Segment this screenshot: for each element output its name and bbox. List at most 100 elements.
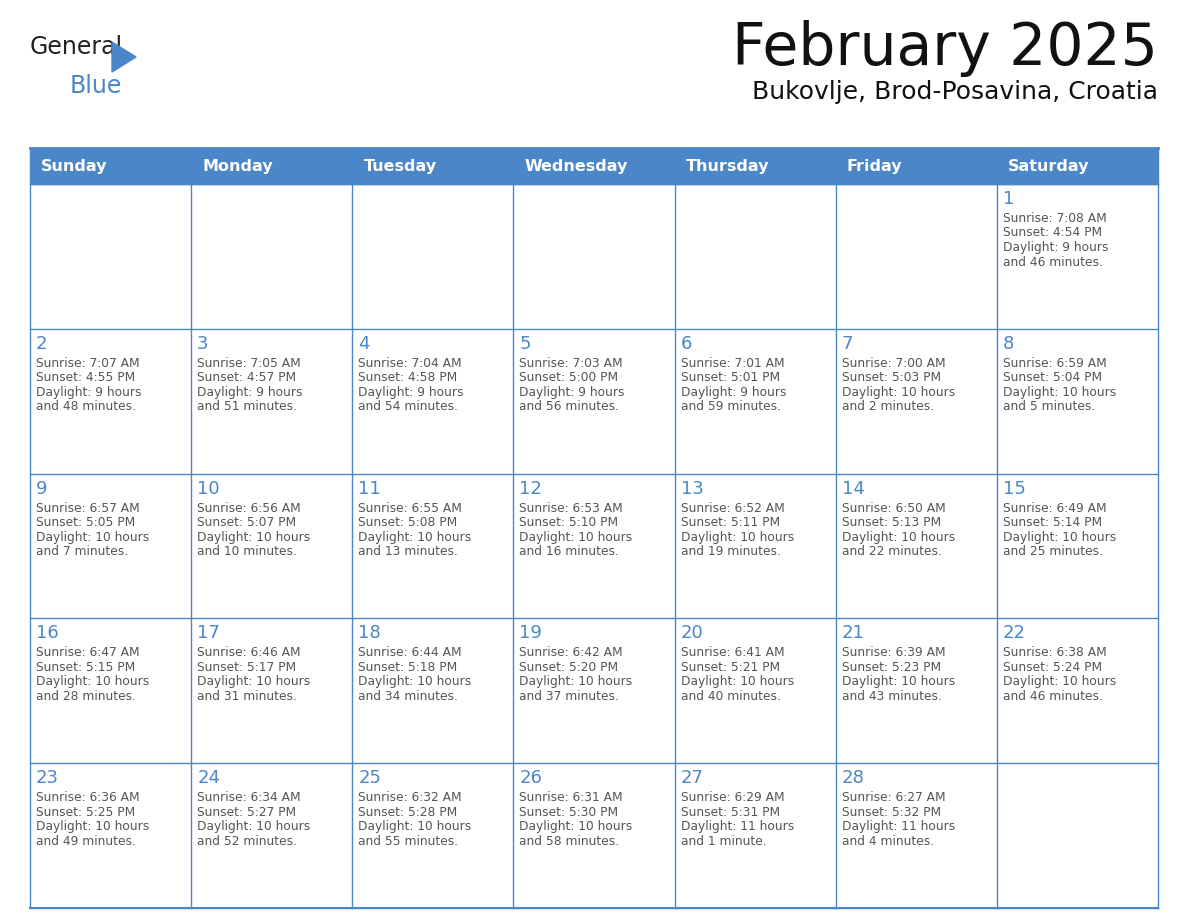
- Text: and 13 minutes.: and 13 minutes.: [359, 545, 459, 558]
- Text: and 22 minutes.: and 22 minutes.: [842, 545, 942, 558]
- Text: 22: 22: [1003, 624, 1026, 643]
- Text: Sunset: 5:01 PM: Sunset: 5:01 PM: [681, 371, 779, 385]
- Text: 12: 12: [519, 479, 542, 498]
- Text: Daylight: 10 hours: Daylight: 10 hours: [36, 820, 150, 834]
- Text: Daylight: 10 hours: Daylight: 10 hours: [519, 531, 633, 543]
- Text: and 46 minutes.: and 46 minutes.: [1003, 255, 1102, 268]
- Text: Sunrise: 7:00 AM: Sunrise: 7:00 AM: [842, 357, 946, 370]
- Text: Blue: Blue: [70, 74, 122, 98]
- Text: Sunset: 4:57 PM: Sunset: 4:57 PM: [197, 371, 296, 385]
- Text: Daylight: 9 hours: Daylight: 9 hours: [359, 386, 463, 398]
- Text: and 40 minutes.: and 40 minutes.: [681, 690, 781, 703]
- Text: Thursday: Thursday: [685, 159, 770, 174]
- Text: and 1 minute.: and 1 minute.: [681, 834, 766, 847]
- Text: Tuesday: Tuesday: [364, 159, 437, 174]
- Text: 19: 19: [519, 624, 542, 643]
- Text: Daylight: 11 hours: Daylight: 11 hours: [681, 820, 794, 834]
- Text: 27: 27: [681, 769, 703, 788]
- Text: and 46 minutes.: and 46 minutes.: [1003, 690, 1102, 703]
- Text: 1: 1: [1003, 190, 1015, 208]
- Text: and 56 minutes.: and 56 minutes.: [519, 400, 619, 413]
- Text: Daylight: 10 hours: Daylight: 10 hours: [519, 676, 633, 688]
- Text: Sunrise: 6:42 AM: Sunrise: 6:42 AM: [519, 646, 623, 659]
- Text: Sunrise: 6:31 AM: Sunrise: 6:31 AM: [519, 791, 623, 804]
- Text: Daylight: 10 hours: Daylight: 10 hours: [519, 820, 633, 834]
- Text: and 59 minutes.: and 59 minutes.: [681, 400, 781, 413]
- Text: Sunrise: 6:47 AM: Sunrise: 6:47 AM: [36, 646, 140, 659]
- Text: Sunset: 5:18 PM: Sunset: 5:18 PM: [359, 661, 457, 674]
- Text: Sunset: 5:14 PM: Sunset: 5:14 PM: [1003, 516, 1102, 529]
- Text: 14: 14: [842, 479, 865, 498]
- Text: Sunset: 5:11 PM: Sunset: 5:11 PM: [681, 516, 779, 529]
- Text: Monday: Monday: [202, 159, 273, 174]
- Text: Daylight: 9 hours: Daylight: 9 hours: [1003, 241, 1108, 254]
- Text: and 4 minutes.: and 4 minutes.: [842, 834, 934, 847]
- Text: and 7 minutes.: and 7 minutes.: [36, 545, 128, 558]
- Text: Sunrise: 6:38 AM: Sunrise: 6:38 AM: [1003, 646, 1106, 659]
- Text: Sunrise: 6:55 AM: Sunrise: 6:55 AM: [359, 501, 462, 515]
- Text: Sunrise: 6:41 AM: Sunrise: 6:41 AM: [681, 646, 784, 659]
- Text: Daylight: 10 hours: Daylight: 10 hours: [359, 531, 472, 543]
- Text: 25: 25: [359, 769, 381, 788]
- Text: Saturday: Saturday: [1009, 159, 1089, 174]
- Text: Daylight: 9 hours: Daylight: 9 hours: [36, 386, 141, 398]
- Text: 3: 3: [197, 335, 209, 353]
- Text: Sunset: 4:54 PM: Sunset: 4:54 PM: [1003, 227, 1102, 240]
- Bar: [30, 148, 1158, 184]
- Text: Daylight: 10 hours: Daylight: 10 hours: [1003, 676, 1116, 688]
- Text: 17: 17: [197, 624, 220, 643]
- Text: Sunrise: 6:36 AM: Sunrise: 6:36 AM: [36, 791, 140, 804]
- Text: Sunrise: 6:39 AM: Sunrise: 6:39 AM: [842, 646, 946, 659]
- Text: Sunrise: 6:59 AM: Sunrise: 6:59 AM: [1003, 357, 1106, 370]
- Text: Sunset: 5:10 PM: Sunset: 5:10 PM: [519, 516, 619, 529]
- Text: Sunrise: 6:34 AM: Sunrise: 6:34 AM: [197, 791, 301, 804]
- Text: and 2 minutes.: and 2 minutes.: [842, 400, 934, 413]
- Text: Daylight: 11 hours: Daylight: 11 hours: [842, 820, 955, 834]
- Text: Sunrise: 6:27 AM: Sunrise: 6:27 AM: [842, 791, 946, 804]
- Text: 11: 11: [359, 479, 381, 498]
- Text: and 37 minutes.: and 37 minutes.: [519, 690, 619, 703]
- Text: Sunrise: 6:57 AM: Sunrise: 6:57 AM: [36, 501, 140, 515]
- Text: and 52 minutes.: and 52 minutes.: [197, 834, 297, 847]
- Text: and 19 minutes.: and 19 minutes.: [681, 545, 781, 558]
- Text: Bukovlje, Brod-Posavina, Croatia: Bukovlje, Brod-Posavina, Croatia: [752, 80, 1158, 104]
- Text: Sunset: 5:27 PM: Sunset: 5:27 PM: [197, 806, 296, 819]
- Text: Sunrise: 7:05 AM: Sunrise: 7:05 AM: [197, 357, 301, 370]
- Text: Sunday: Sunday: [42, 159, 108, 174]
- Text: 21: 21: [842, 624, 865, 643]
- Text: Sunrise: 6:44 AM: Sunrise: 6:44 AM: [359, 646, 462, 659]
- Text: 13: 13: [681, 479, 703, 498]
- Text: 24: 24: [197, 769, 220, 788]
- Text: Sunset: 5:00 PM: Sunset: 5:00 PM: [519, 371, 619, 385]
- Text: Daylight: 10 hours: Daylight: 10 hours: [681, 531, 794, 543]
- Text: 6: 6: [681, 335, 691, 353]
- Text: Sunset: 5:03 PM: Sunset: 5:03 PM: [842, 371, 941, 385]
- Text: 7: 7: [842, 335, 853, 353]
- Text: 16: 16: [36, 624, 58, 643]
- Text: Daylight: 10 hours: Daylight: 10 hours: [1003, 531, 1116, 543]
- Text: Friday: Friday: [847, 159, 903, 174]
- Text: Sunrise: 6:49 AM: Sunrise: 6:49 AM: [1003, 501, 1106, 515]
- Text: Sunset: 5:07 PM: Sunset: 5:07 PM: [197, 516, 296, 529]
- Text: Sunset: 5:04 PM: Sunset: 5:04 PM: [1003, 371, 1102, 385]
- Text: Daylight: 10 hours: Daylight: 10 hours: [359, 820, 472, 834]
- Text: and 28 minutes.: and 28 minutes.: [36, 690, 135, 703]
- Text: Daylight: 10 hours: Daylight: 10 hours: [197, 676, 310, 688]
- Text: Sunset: 5:21 PM: Sunset: 5:21 PM: [681, 661, 779, 674]
- Text: Sunrise: 7:03 AM: Sunrise: 7:03 AM: [519, 357, 623, 370]
- Text: Daylight: 9 hours: Daylight: 9 hours: [681, 386, 786, 398]
- Text: and 25 minutes.: and 25 minutes.: [1003, 545, 1102, 558]
- Text: Daylight: 10 hours: Daylight: 10 hours: [359, 676, 472, 688]
- Text: Sunrise: 6:53 AM: Sunrise: 6:53 AM: [519, 501, 624, 515]
- Text: Sunset: 4:58 PM: Sunset: 4:58 PM: [359, 371, 457, 385]
- Text: and 51 minutes.: and 51 minutes.: [197, 400, 297, 413]
- Text: Daylight: 10 hours: Daylight: 10 hours: [681, 676, 794, 688]
- Text: Sunrise: 7:08 AM: Sunrise: 7:08 AM: [1003, 212, 1106, 225]
- Text: Sunset: 5:13 PM: Sunset: 5:13 PM: [842, 516, 941, 529]
- Text: and 58 minutes.: and 58 minutes.: [519, 834, 620, 847]
- Text: 15: 15: [1003, 479, 1025, 498]
- Text: 23: 23: [36, 769, 59, 788]
- Text: 28: 28: [842, 769, 865, 788]
- Text: 10: 10: [197, 479, 220, 498]
- Text: Sunset: 5:17 PM: Sunset: 5:17 PM: [197, 661, 296, 674]
